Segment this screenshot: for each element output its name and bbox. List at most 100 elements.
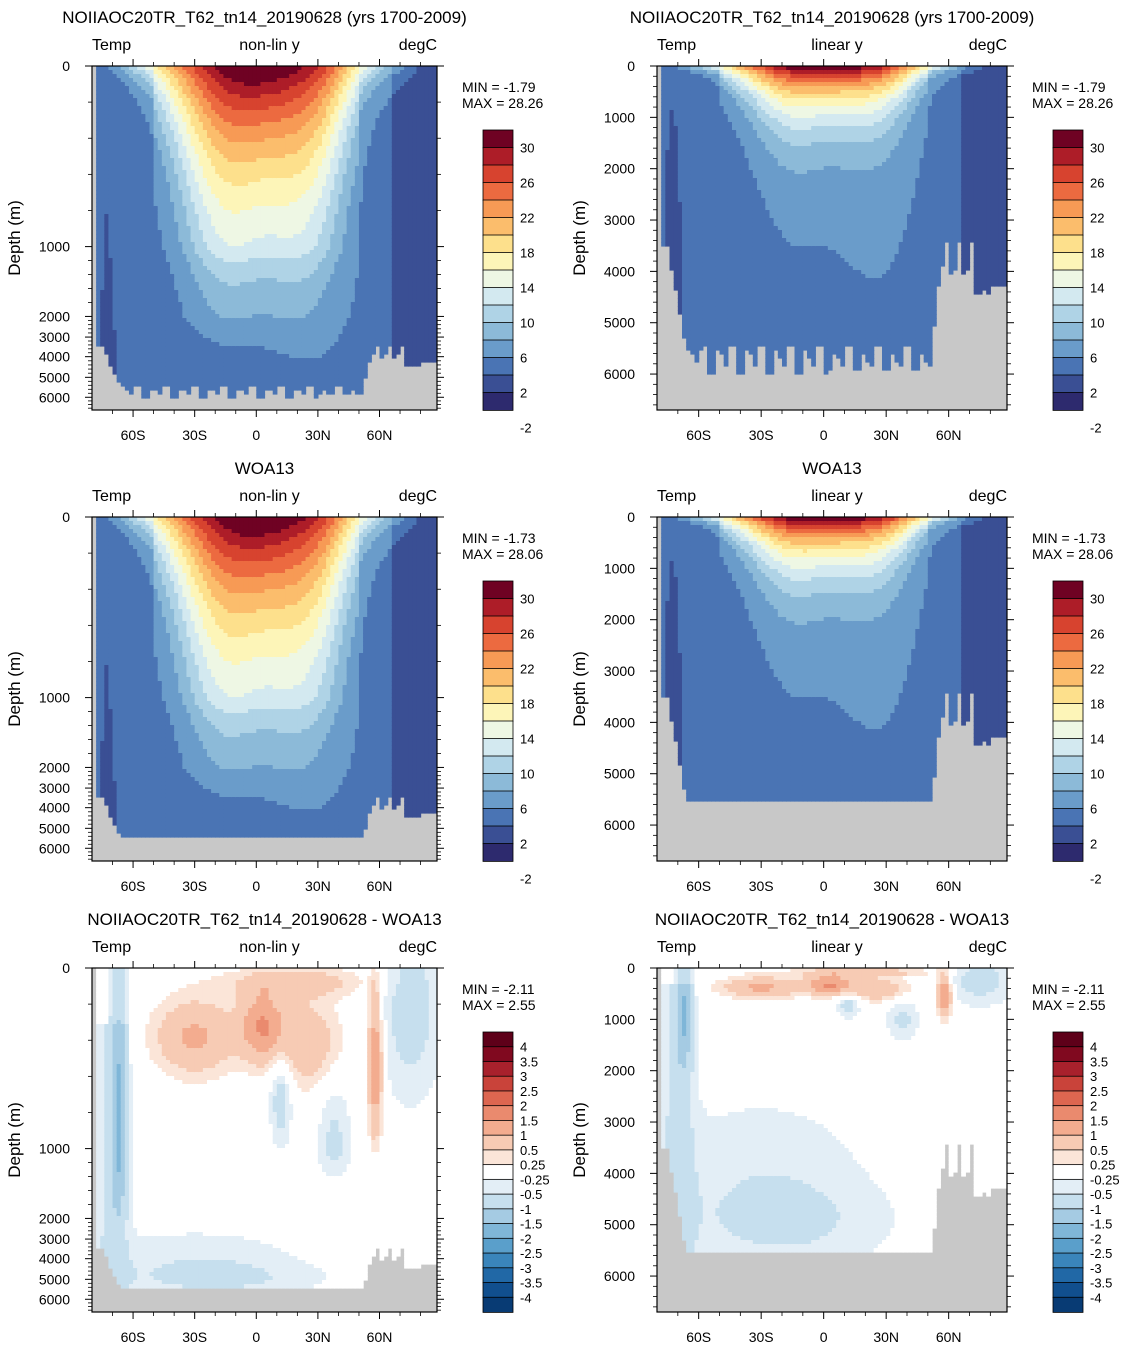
colorbar-label: -3.5 bbox=[1090, 1276, 1112, 1291]
units-label: degC bbox=[399, 488, 437, 505]
colorbar-label: 26 bbox=[1090, 627, 1104, 642]
y-tick-label: 6000 bbox=[39, 840, 70, 856]
colorbar-swatch bbox=[482, 1134, 514, 1151]
colorbar-swatch bbox=[1052, 790, 1084, 810]
x-tick-label: 30S bbox=[182, 878, 207, 894]
panel-title: NOIIAOC20TR_T62_tn14_20190628 (yrs 1700-… bbox=[630, 8, 1034, 27]
colorbar-swatch bbox=[482, 269, 514, 289]
colorbar-label: 30 bbox=[520, 592, 534, 607]
colorbar-swatch bbox=[482, 1267, 514, 1284]
x-tick-label: 60S bbox=[121, 1329, 146, 1345]
plot-frame bbox=[91, 967, 438, 1313]
units-label: degC bbox=[969, 488, 1007, 505]
colorbar-swatch bbox=[1052, 825, 1084, 845]
colorbar-swatch bbox=[1052, 1178, 1084, 1195]
colorbar-swatch bbox=[482, 392, 514, 411]
y-tick-label: 4000 bbox=[604, 714, 635, 730]
variable-label: Temp bbox=[657, 488, 696, 505]
colorbar-swatch bbox=[482, 720, 514, 740]
colorbar-swatch bbox=[1052, 808, 1084, 827]
colorbar-label: -2 bbox=[1090, 872, 1102, 887]
units-label: degC bbox=[399, 37, 437, 54]
x-tick-label: 30N bbox=[305, 1329, 331, 1345]
colorbar-label: -2 bbox=[520, 1231, 532, 1246]
x-tick-label: 60N bbox=[367, 878, 393, 894]
colorbar-swatch bbox=[482, 374, 514, 394]
colorbar-swatch bbox=[482, 1282, 514, 1299]
panel-obs-linear: WOA13 Temp linear y degC 0 1000 2000 3000 4000 50… bbox=[570, 459, 1114, 894]
colorbar-label: -2 bbox=[1090, 421, 1102, 436]
colorbar-swatch bbox=[1052, 357, 1084, 376]
colorbar-label: 3.5 bbox=[520, 1054, 538, 1069]
colorbar-swatch bbox=[482, 615, 514, 635]
colorbar-label: 2.5 bbox=[520, 1084, 538, 1099]
y-tick-label: 5000 bbox=[604, 315, 635, 331]
y-tick-label: 5000 bbox=[604, 766, 635, 782]
colorbar-swatch bbox=[482, 633, 514, 652]
colorbar-label: 4 bbox=[520, 1040, 527, 1055]
colorbar-label: 6 bbox=[1090, 351, 1097, 366]
y-tick-label: 3000 bbox=[604, 1114, 635, 1130]
colorbar-label: 3.5 bbox=[1090, 1054, 1108, 1069]
x-tick-label: 0 bbox=[252, 1329, 260, 1345]
colorbar-label: 2 bbox=[1090, 837, 1097, 852]
colorbar: 30 26 22 18 14 10 6 2 -2 bbox=[1052, 129, 1104, 436]
colorbar-swatch bbox=[482, 598, 514, 617]
max-value: MAX = 2.55 bbox=[1032, 997, 1106, 1013]
colorbar-swatch bbox=[482, 738, 514, 757]
colorbar-label: -2 bbox=[520, 872, 532, 887]
colorbar-swatch bbox=[1052, 1296, 1084, 1313]
colorbar-label: 0.5 bbox=[520, 1143, 538, 1158]
y-tick-label: 4000 bbox=[39, 800, 70, 816]
scale-label: linear y bbox=[811, 37, 863, 54]
plot-frame bbox=[656, 967, 1008, 1313]
colorbar-swatch bbox=[1052, 1046, 1084, 1063]
colorbar-swatch bbox=[482, 790, 514, 810]
colorbar-swatch bbox=[1052, 1134, 1084, 1151]
y-tick-label: 4000 bbox=[39, 1251, 70, 1267]
colorbar-swatch bbox=[1052, 1267, 1084, 1284]
y-tick-label: 3000 bbox=[604, 663, 635, 679]
colorbar-swatch bbox=[1052, 322, 1084, 341]
colorbar-label: 14 bbox=[1090, 732, 1104, 747]
colorbar-label: 1.5 bbox=[520, 1113, 538, 1128]
colorbar-label: -1 bbox=[520, 1202, 532, 1217]
colorbar-label: 10 bbox=[1090, 316, 1104, 331]
colorbar-swatch bbox=[482, 1090, 514, 1107]
y-tick-label: 5000 bbox=[39, 820, 70, 836]
colorbar-swatch bbox=[1052, 164, 1084, 184]
x-tick-label: 60N bbox=[936, 427, 962, 443]
x-tick-label: 30N bbox=[873, 427, 899, 443]
x-tick-label: 30S bbox=[749, 1329, 774, 1345]
panel-title: NOIIAOC20TR_T62_tn14_20190628 - WOA13 bbox=[655, 910, 1009, 929]
y-tick-label: 3000 bbox=[39, 1231, 70, 1247]
y-tick-label: 1000 bbox=[604, 109, 635, 125]
panel-diff-linear: NOIIAOC20TR_T62_tn14_20190628 - WOA13 Tem… bbox=[570, 910, 1120, 1345]
colorbar-swatch bbox=[1052, 392, 1084, 411]
max-value: MAX = 28.06 bbox=[462, 546, 544, 562]
colorbar-swatch bbox=[482, 339, 514, 359]
colorbar-swatch bbox=[1052, 339, 1084, 359]
colorbar-swatch bbox=[482, 182, 514, 201]
colorbar-swatch bbox=[1052, 703, 1084, 722]
x-tick-label: 60S bbox=[686, 427, 711, 443]
scale-label: non-lin y bbox=[239, 37, 299, 54]
y-tick-label: 2000 bbox=[604, 1063, 635, 1079]
colorbar-swatch bbox=[1052, 252, 1084, 271]
x-tick-label: 30N bbox=[873, 878, 899, 894]
plot-frame bbox=[91, 516, 438, 862]
colorbar-label: -1.5 bbox=[520, 1217, 542, 1232]
colorbar-label: 26 bbox=[520, 176, 534, 191]
colorbar-label: -0.5 bbox=[1090, 1187, 1112, 1202]
colorbar-label: 10 bbox=[1090, 767, 1104, 782]
colorbar-swatch bbox=[482, 1075, 514, 1092]
colorbar-swatch bbox=[1052, 1223, 1084, 1240]
colorbar-swatch bbox=[1052, 773, 1084, 792]
colorbar-label: 1 bbox=[1090, 1128, 1097, 1143]
colorbar-label: 1.5 bbox=[1090, 1113, 1108, 1128]
x-tick-label: 60S bbox=[686, 1329, 711, 1345]
panel-title: WOA13 bbox=[235, 459, 295, 478]
units-label: degC bbox=[969, 939, 1007, 956]
colorbar-label: -4 bbox=[520, 1290, 532, 1305]
y-axis-label: Depth (m) bbox=[5, 1102, 24, 1178]
